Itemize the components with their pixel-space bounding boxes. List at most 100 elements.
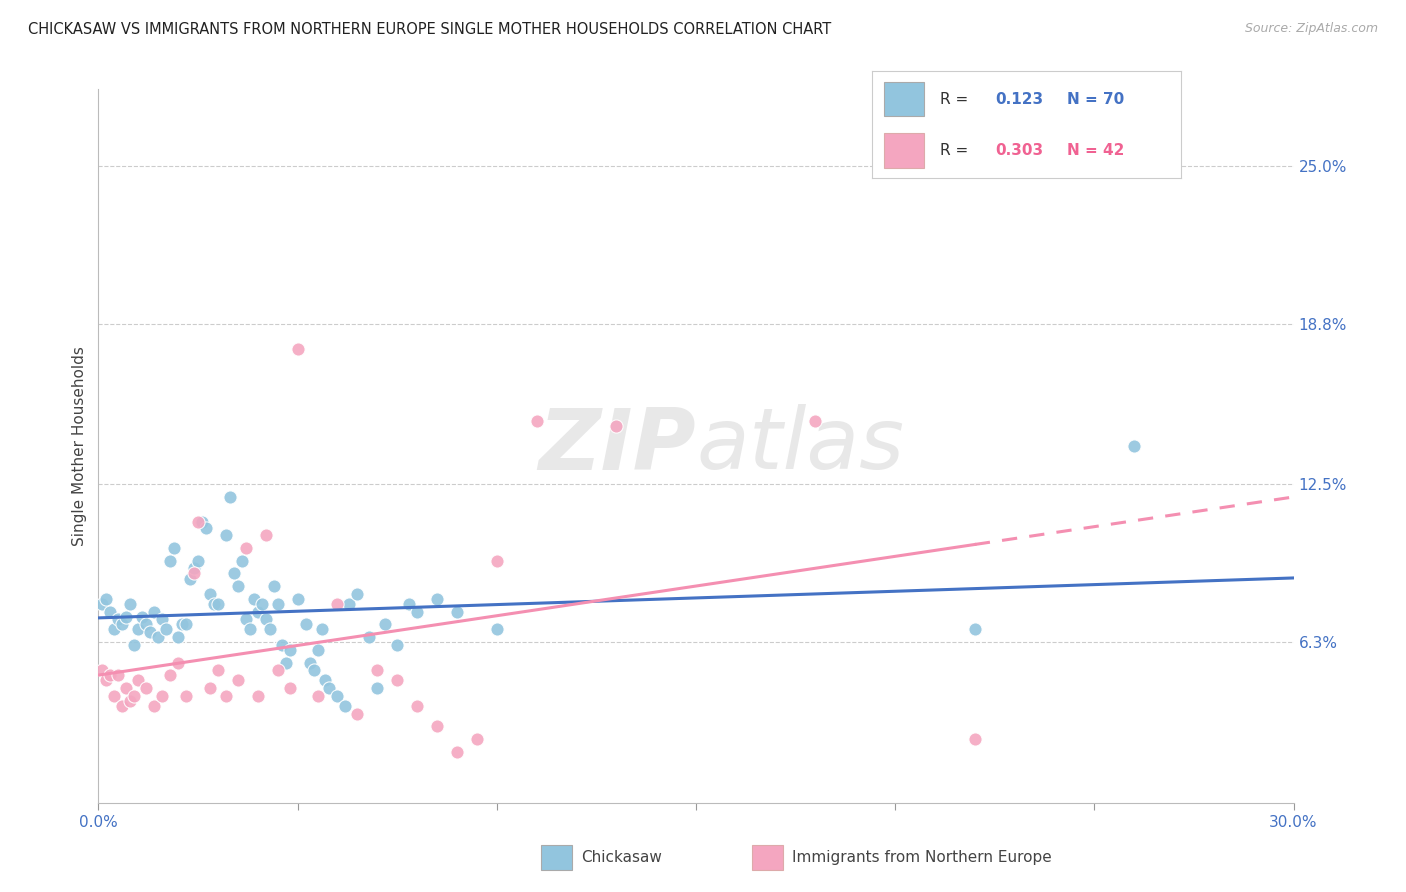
Text: R =: R = [939,92,973,107]
Point [294,617,316,632]
Point [406,698,429,713]
Point [246,605,269,619]
FancyBboxPatch shape [884,134,924,168]
Point [366,663,388,677]
Point [115,681,138,695]
Point [198,587,221,601]
Point [446,605,468,619]
Point [278,681,301,695]
Point [163,541,186,555]
Point [127,623,149,637]
Point [150,689,173,703]
Point [120,597,142,611]
Point [91,663,114,677]
Point [526,413,548,427]
Point [963,732,986,747]
Point [359,630,381,644]
Point [267,597,290,611]
Point [446,745,468,759]
Text: 0.303: 0.303 [995,143,1043,158]
Point [124,689,146,703]
Point [135,681,157,695]
Point [398,597,420,611]
Point [246,689,269,703]
Point [287,342,309,356]
Point [311,623,333,637]
Point [235,541,257,555]
Point [406,605,429,619]
Text: 0.123: 0.123 [995,92,1043,107]
Point [207,663,229,677]
Point [159,668,181,682]
Point [485,554,508,568]
Point [339,597,360,611]
Point [250,597,273,611]
Text: atlas: atlas [696,404,904,488]
Point [167,656,190,670]
Point [120,694,142,708]
Point [135,617,157,632]
Text: N = 70: N = 70 [1067,92,1123,107]
Text: N = 42: N = 42 [1067,143,1123,158]
Point [243,591,266,606]
Point [187,554,209,568]
Text: Source: ZipAtlas.com: Source: ZipAtlas.com [1244,22,1378,36]
Point [426,591,449,606]
Point [183,566,205,581]
Point [231,554,253,568]
Point [267,663,290,677]
Point [143,605,166,619]
Point [215,528,238,542]
Point [302,663,325,677]
Point [96,673,118,688]
Point [111,698,134,713]
Point [226,673,249,688]
Text: R =: R = [939,143,973,158]
Point [183,561,205,575]
Point [239,623,262,637]
Point [346,706,368,721]
Text: Immigrants from Northern Europe: Immigrants from Northern Europe [792,850,1052,864]
Point [103,623,125,637]
Point [191,516,214,530]
Point [111,617,134,632]
Point [259,623,281,637]
Point [346,587,368,601]
Point [215,689,238,703]
Point [385,673,408,688]
Point [804,413,827,427]
Point [263,579,285,593]
Point [1123,439,1146,453]
Point [187,516,209,530]
Point [155,623,177,637]
Point [307,689,329,703]
Point [222,566,245,581]
Point [194,520,218,534]
Point [115,609,138,624]
Point [131,609,153,624]
Y-axis label: Single Mother Households: Single Mother Households [72,346,87,546]
Point [139,625,162,640]
Point [366,681,388,695]
Point [326,689,349,703]
Point [107,612,129,626]
Point [159,554,181,568]
Point [174,617,197,632]
Point [254,612,277,626]
Point [307,643,329,657]
FancyBboxPatch shape [884,82,924,116]
Text: Chickasaw: Chickasaw [581,850,662,864]
Point [426,719,449,733]
Point [270,638,292,652]
Point [179,572,201,586]
Point [172,617,194,632]
Point [198,681,221,695]
Point [335,698,357,713]
Point [207,597,229,611]
Point [226,579,249,593]
Point [143,698,166,713]
Point [287,591,309,606]
Point [605,418,627,433]
Point [148,630,170,644]
Point [127,673,149,688]
